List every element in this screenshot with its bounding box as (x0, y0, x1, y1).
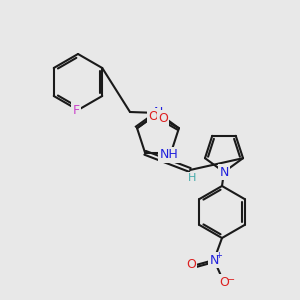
Text: N: N (153, 106, 163, 118)
Text: O: O (219, 275, 229, 289)
Text: O: O (148, 110, 158, 123)
Text: N: N (219, 166, 229, 178)
Text: O: O (186, 259, 196, 272)
Text: H: H (188, 173, 196, 183)
Text: −: − (227, 275, 235, 285)
Text: F: F (72, 103, 80, 116)
Text: N: N (209, 254, 219, 266)
Text: NH: NH (160, 148, 178, 161)
Text: +: + (216, 251, 222, 260)
Text: O: O (158, 112, 168, 125)
